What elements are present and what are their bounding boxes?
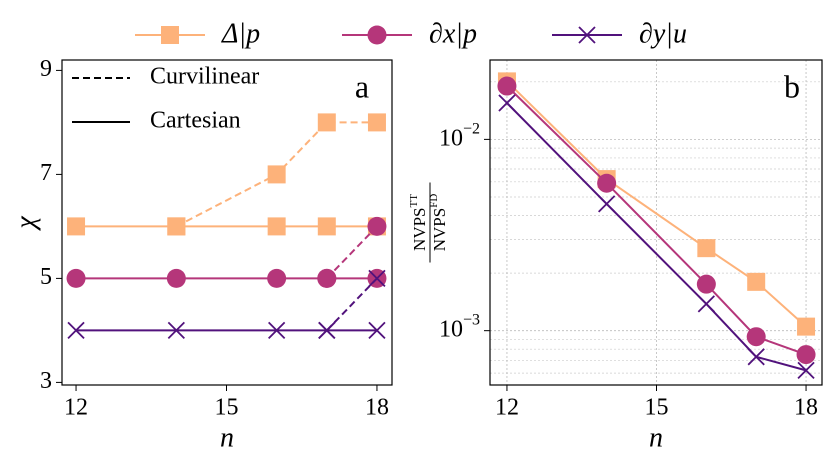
legend-label: Δ|p (221, 18, 260, 49)
marker-x (268, 321, 286, 340)
marker-circle (597, 173, 617, 193)
marker-circle (696, 274, 716, 294)
y-label-numerator: NVPSTT (408, 194, 429, 251)
marker-circle (746, 327, 766, 347)
marker-x (498, 94, 516, 112)
y-tick-label: 7 (40, 160, 52, 186)
y-tick-base: 10 (439, 125, 463, 151)
y-tick-base: 10 (439, 316, 463, 342)
panel-annotation: a (355, 68, 369, 104)
y-tick-label: 9 (40, 56, 52, 82)
x-tick-label: 12 (495, 395, 519, 421)
style-legend-label: Curvilinear (150, 64, 259, 90)
marker-square (317, 217, 336, 236)
marker-x (67, 321, 85, 340)
marker-square (317, 113, 336, 132)
y-tick-label: 3 (40, 368, 52, 394)
marker-square (167, 217, 186, 236)
marker-square (267, 165, 286, 184)
marker-square (267, 217, 286, 236)
marker-x (797, 361, 815, 380)
marker-x (697, 295, 715, 313)
style-legend-label: Cartesian (150, 108, 241, 134)
y-axis-label: χ (10, 216, 41, 232)
marker-circle (796, 345, 816, 365)
series-line (326, 225, 378, 280)
x-tick-label: 18 (794, 395, 818, 421)
legend-label: ∂x|p (429, 18, 477, 49)
marker-square (67, 217, 86, 236)
marker-x (368, 321, 386, 340)
marker-x (318, 321, 336, 340)
y-tick-label: 10−3 (439, 311, 480, 342)
x-tick-label: 18 (365, 395, 389, 421)
legend-label: ∂y|u (639, 18, 687, 49)
numerator: NVPS (410, 207, 429, 250)
y-tick-exponent: −3 (463, 311, 480, 328)
x-tick-label: 15 (644, 395, 668, 421)
marker-circle (66, 268, 86, 288)
marker-circle (267, 268, 287, 288)
x-tick-label: 12 (64, 395, 88, 421)
marker-x (598, 195, 616, 213)
panel-annotation: b (784, 68, 800, 104)
marker-circle (166, 268, 186, 288)
marker-square (797, 317, 816, 336)
marker-square (747, 272, 766, 291)
marker-x (368, 269, 386, 288)
marker-circle (367, 216, 387, 236)
denominator: NVPS (430, 208, 449, 251)
marker-square (697, 239, 716, 258)
y-tick-label: 10−2 (439, 120, 480, 151)
series-line (175, 121, 377, 228)
marker-x (747, 348, 765, 366)
plot-frame (61, 59, 393, 386)
y-tick-exponent: −2 (463, 120, 480, 137)
marker-circle (317, 268, 337, 288)
numerator-sup: TT (408, 194, 420, 208)
y-label-denominator: NVPSFD (428, 194, 449, 252)
plot-frame (489, 59, 823, 386)
marker-square (367, 113, 386, 132)
series-line (326, 277, 378, 332)
x-axis-label: n (649, 422, 663, 453)
marker-x (578, 26, 596, 44)
x-axis-label: n (220, 422, 234, 453)
marker-x (167, 321, 185, 340)
denominator-sup: FD (428, 194, 440, 208)
marker-circle (497, 76, 517, 96)
y-tick-label: 5 (40, 264, 52, 290)
marker-square (161, 26, 179, 44)
marker-circle (367, 25, 387, 45)
x-tick-label: 15 (214, 395, 238, 421)
